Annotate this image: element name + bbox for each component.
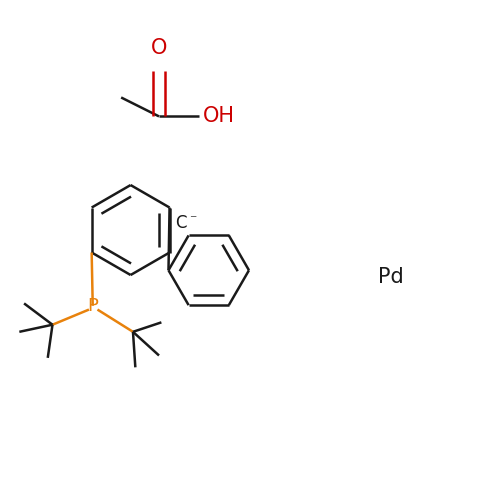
Text: OH: OH <box>203 106 235 126</box>
Text: Pd: Pd <box>378 267 404 287</box>
Text: P: P <box>87 297 98 315</box>
Text: ⁻: ⁻ <box>190 213 197 227</box>
Text: O: O <box>151 38 167 58</box>
Text: C: C <box>175 214 186 232</box>
